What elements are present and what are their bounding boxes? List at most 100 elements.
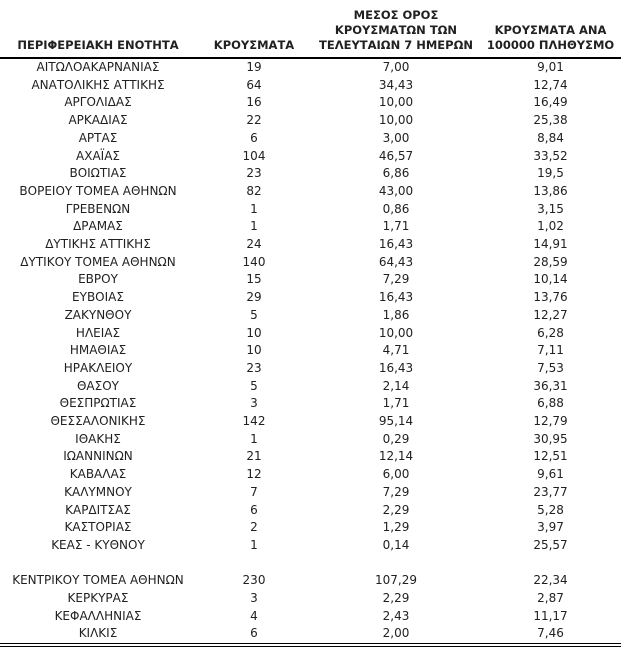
per100k-cell: 2,87	[537, 591, 564, 606]
region-cell: ΚΑΣΤΟΡΙΑΣ	[64, 520, 132, 535]
avg7-cell: 16,43	[378, 290, 414, 305]
per100k-cell: 7,46	[480, 625, 621, 648]
avg7-cell: 12,14	[378, 449, 414, 464]
avg7-cell: 6,86	[382, 166, 410, 181]
cases-cell: 3	[250, 396, 258, 411]
cases-cell: 64	[246, 77, 262, 92]
header-row: ΠΕΡΙΦΕΡΕΙΑΚΗ ΕΝΟΤΗΤΑ ΚΡΟΥΣΜΑΤΑ ΜΕΣΟΣ ΟΡΟ…	[0, 0, 621, 59]
table-row: ΑΡΤΑΣ 6 3,00 8,84	[0, 130, 621, 148]
per100k-cell: 33,52	[533, 148, 568, 163]
table-row: ΘΕΣΣΑΛΟΝΙΚΗΣ 142 95,14 12,79	[0, 413, 621, 431]
cases-cell: 23	[246, 360, 262, 375]
table-row: ΑΧΑΪΑΣ 104 46,57 33,52	[0, 148, 621, 166]
avg7-cell: 16,43	[378, 237, 414, 252]
per100k-cell: 12,51	[533, 449, 568, 464]
per100k-cell: 14,91	[533, 237, 568, 252]
avg7-cell: 7,00	[382, 60, 410, 74]
table-row: ΔΡΑΜΑΣ 1 1,71 1,02	[0, 218, 621, 236]
avg7-cell: 0,29	[382, 431, 410, 446]
avg7-cell: 7,29	[382, 484, 410, 499]
cases-cell: 230	[242, 573, 266, 588]
table-body: ΑΙΤΩΛΟΑΚΑΡΝΑΝΙΑΣ 19 7,00 9,01 ΑΝΑΤΟΛΙΚΗΣ ΑΤΤ…	[0, 58, 621, 648]
region-cell: ΑΡΚΑΔΙΑΣ	[68, 113, 128, 128]
avg7-cell: 4,71	[382, 343, 410, 358]
table-row: ΘΑΣΟΥ 5 2,14 36,31	[0, 378, 621, 396]
per100k-cell: 11,17	[533, 608, 568, 623]
table-row: ΖΑΚΥΝΘΟΥ 5 1,86 12,27	[0, 307, 621, 325]
per100k-cell: 9,01	[537, 60, 564, 74]
region-cell: ΚΕΝΤΡΙΚΟΥ ΤΟΜΕΑ ΑΘΗΝΩΝ	[12, 573, 184, 588]
cases-cell: 1	[250, 219, 258, 234]
avg7-cell: 43,00	[378, 183, 414, 198]
table-row: ΑΙΤΩΛΟΑΚΑΡΝΑΝΙΑΣ 19 7,00 9,01	[0, 58, 621, 77]
avg7-cell: 3,00	[382, 130, 410, 145]
table-row: ΚΑΒΑΛΑΣ 12 6,00 9,61	[0, 466, 621, 484]
region-cell: ΚΑΒΑΛΑΣ	[69, 467, 127, 482]
table-row: ΚΕΡΚΥΡΑΣ 3 2,29 2,87	[0, 590, 621, 608]
cases-cell: 10	[246, 343, 262, 358]
region-cell: ΘΑΣΟΥ	[76, 378, 119, 393]
avg7-cell: 0,14	[382, 537, 410, 552]
avg7-cell: 2,43	[382, 608, 410, 623]
per100k-cell: 3,15	[537, 201, 564, 216]
table-row: ΚΕΑΣ - ΚΥΘΝΟΥ 1 0,14 25,57	[0, 537, 621, 555]
avg7-cell: 107,29	[375, 573, 417, 588]
cases-cell: 1	[250, 537, 258, 552]
region-cell: ΑΙΤΩΛΟΑΚΑΡΝΑΝΙΑΣ	[36, 60, 160, 74]
cases-cell: 23	[246, 166, 262, 181]
per100k-cell: 12,27	[533, 307, 568, 322]
table-row: ΗΛΕΙΑΣ 10 10,00 6,28	[0, 325, 621, 343]
region-cell: ΕΥΒΟΙΑΣ	[72, 290, 124, 305]
region-cell: ΗΜΑΘΙΑΣ	[69, 343, 127, 358]
cases-cell: 16	[246, 95, 262, 110]
per100k-cell: 12,79	[533, 414, 568, 429]
cases-cell: 82	[246, 183, 262, 198]
region-cell: ΚΕΑΣ - ΚΥΘΝΟΥ	[51, 537, 145, 552]
col-header-cases: ΚΡΟΥΣΜΑΤΑ	[196, 0, 312, 59]
table-row: ΗΡΑΚΛΕΙΟΥ 23 16,43 7,53	[0, 360, 621, 378]
per100k-cell: 25,38	[533, 113, 568, 128]
per100k-cell: 30,95	[533, 431, 568, 446]
cases-cell: 6	[250, 130, 258, 145]
per100k-cell: 19,5	[537, 166, 564, 181]
table-row: ΚΑΛΥΜΝΟΥ 7 7,29 23,77	[0, 484, 621, 502]
avg7-cell: 1,29	[382, 520, 410, 535]
per100k-cell: 13,76	[533, 290, 568, 305]
per100k-cell: 1,02	[537, 219, 564, 234]
table-row: ΔΥΤΙΚΟΥ ΤΟΜΕΑ ΑΘΗΝΩΝ 140 64,43 28,59	[0, 254, 621, 272]
region-cell: ΔΥΤΙΚΗΣ ΑΤΤΙΚΗΣ	[45, 237, 151, 252]
region-cell: ΚΑΛΥΜΝΟΥ	[64, 484, 132, 499]
region-cell	[0, 555, 196, 573]
table-row: ΚΕΦΑΛΛΗΝΙΑΣ 4 2,43 11,17	[0, 608, 621, 626]
table-row: ΗΜΑΘΙΑΣ 10 4,71 7,11	[0, 342, 621, 360]
table-row: ΓΡΕΒΕΝΩΝ 1 0,86 3,15	[0, 201, 621, 219]
region-cell: ΑΝΑΤΟΛΙΚΗΣ ΑΤΤΙΚΗΣ	[31, 77, 165, 92]
table-row: ΚΑΣΤΟΡΙΑΣ 2 1,29 3,97	[0, 519, 621, 537]
cases-cell: 2	[250, 520, 258, 535]
per100k-cell: 3,97	[537, 520, 564, 535]
per100k-cell: 12,74	[533, 77, 568, 92]
cases-cell: 104	[242, 148, 266, 163]
region-cell: ΑΡΤΑΣ	[78, 130, 118, 145]
per100k-cell: 16,49	[533, 95, 568, 110]
avg7-cell: 46,57	[378, 148, 414, 163]
avg7-cell: 10,00	[378, 113, 414, 128]
table-row: ΑΝΑΤΟΛΙΚΗΣ ΑΤΤΙΚΗΣ 64 34,43 12,74	[0, 77, 621, 95]
table-header: ΠΕΡΙΦΕΡΕΙΑΚΗ ΕΝΟΤΗΤΑ ΚΡΟΥΣΜΑΤΑ ΜΕΣΟΣ ΟΡΟ…	[0, 0, 621, 59]
cases-cell	[196, 555, 312, 573]
avg7-cell: 95,14	[378, 414, 414, 429]
avg7-cell: 1,71	[382, 396, 410, 411]
col-header-regional-unit: ΠΕΡΙΦΕΡΕΙΑΚΗ ΕΝΟΤΗΤΑ	[0, 0, 196, 59]
avg7-cell: 1,86	[382, 307, 410, 322]
per100k-cell: 8,84	[537, 130, 564, 145]
avg7-cell: 2,14	[382, 378, 410, 393]
table-row: ΑΡΚΑΔΙΑΣ 22 10,00 25,38	[0, 112, 621, 130]
region-cell: ΗΛΕΙΑΣ	[75, 325, 121, 340]
regional-cases-table: ΠΕΡΙΦΕΡΕΙΑΚΗ ΕΝΟΤΗΤΑ ΚΡΟΥΣΜΑΤΑ ΜΕΣΟΣ ΟΡΟ…	[0, 0, 621, 648]
table-row: ΚΙΛΚΙΣ 6 2,00 7,46	[0, 625, 621, 648]
cases-cell: 10	[246, 325, 262, 340]
region-cell: ΔΡΑΜΑΣ	[73, 219, 123, 234]
avg7-cell: 7,29	[382, 272, 410, 287]
avg7-cell: 1,71	[382, 219, 410, 234]
cases-cell: 15	[246, 272, 262, 287]
